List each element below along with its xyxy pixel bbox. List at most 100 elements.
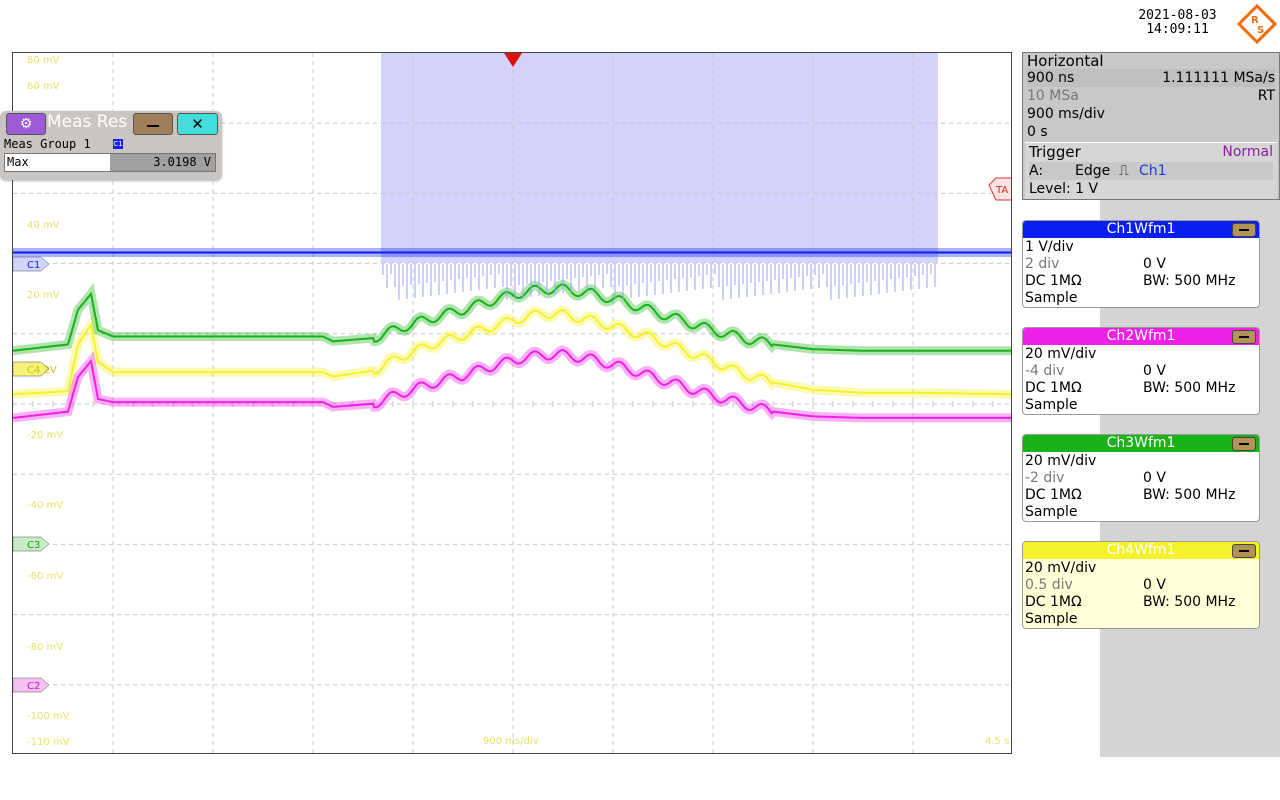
trigger-row: A: Edge ⎍ Ch1 (1029, 162, 1273, 180)
svg-text:S: S (1257, 25, 1264, 36)
ch1-coupling: DC 1MΩ (1025, 273, 1082, 289)
horizontal-mode: RT (1257, 88, 1275, 104)
horizontal-row-1: 900 ns 1.111111 MSa/s (1027, 69, 1275, 87)
ch1-title: Ch1Wfm1 (1106, 221, 1176, 237)
ch3-offset-value: 0 V (1143, 470, 1166, 486)
channel-marker-label: C4 2V (27, 365, 57, 376)
trigger-source: Ch1 (1139, 163, 1167, 179)
minimize-button[interactable] (133, 113, 173, 135)
trigger-position-marker (504, 53, 522, 67)
gate-region (381, 53, 938, 263)
trigger-type: Edge (1075, 163, 1111, 179)
meas-source-tag: C1 (113, 139, 123, 149)
channel-marker (13, 536, 50, 552)
channel-marker-label: C1 (27, 260, 40, 271)
ch1-minimize-button[interactable] (1232, 223, 1256, 237)
ch1-offset-value: 0 V (1143, 256, 1166, 272)
series-line-Ch2Wfm1 (13, 348, 1011, 419)
time-text: 14:09:11 (1146, 22, 1209, 37)
y-tick-label: -20 mV (27, 430, 63, 441)
ch2-minimize-button[interactable] (1232, 330, 1256, 344)
ch2-title-bar: Ch2Wfm1 (1023, 328, 1259, 345)
ch1-bandwidth: BW: 500 MHz (1143, 273, 1236, 289)
horizontal-position: 0 s (1027, 124, 1048, 140)
horizontal-resolution: 900 ns (1027, 70, 1075, 86)
ch4-scale: 20 mV/div (1025, 560, 1097, 576)
ch3-scale: 20 mV/div (1025, 453, 1097, 469)
trigger-level-marker (988, 177, 1011, 201)
ch1-info-box[interactable]: Ch1Wfm1 1 V/div 2 div 0 V DC 1MΩ BW: 500… (1022, 220, 1260, 308)
meas-row-name: Max (7, 155, 29, 169)
rs-logo-icon: R S (1237, 4, 1277, 44)
date-text: 2021-08-03 (1138, 8, 1217, 23)
ch4-minimize-button[interactable] (1232, 544, 1256, 558)
meas-result-panel[interactable]: ⚙ Meas Res ✕ Meas Group 1 C1 Max 3.0198 … (0, 111, 222, 180)
ch1-acq: Sample (1025, 290, 1078, 306)
y-tick-label: -80 mV (27, 642, 63, 653)
trigger-level-label: TA (995, 185, 1008, 196)
x-tick-label-center: 900 ms/div (483, 736, 539, 747)
meas-row-value: 3.0198 V (153, 155, 211, 169)
ch1-offset: 2 div (1025, 256, 1060, 272)
channel-marker-label: C3 (27, 540, 40, 551)
series-line-Ch3Wfm1 (13, 283, 1011, 352)
x-tick-label-right: 4.5 s (985, 736, 1009, 747)
ch3-acq: Sample (1025, 504, 1078, 520)
ch4-bandwidth: BW: 500 MHz (1143, 594, 1236, 610)
ch2-scale: 20 mV/div (1025, 346, 1097, 362)
ch2-bandwidth: BW: 500 MHz (1143, 380, 1236, 396)
ch2-offset: -4 div (1025, 363, 1065, 379)
trigger-level: Level: 1 V (1029, 181, 1099, 197)
ch3-title: Ch3Wfm1 (1106, 435, 1176, 451)
ch3-coupling: DC 1MΩ (1025, 487, 1082, 503)
ch4-title: Ch4Wfm1 (1106, 542, 1176, 558)
ch4-coupling: DC 1MΩ (1025, 594, 1082, 610)
ch3-bandwidth: BW: 500 MHz (1143, 487, 1236, 503)
ch3-title-bar: Ch3Wfm1 (1023, 435, 1259, 452)
ch4-title-bar: Ch4Wfm1 (1023, 542, 1259, 559)
ch3-info-box[interactable]: Ch3Wfm1 20 mV/div -2 div 0 V DC 1MΩ BW: … (1022, 434, 1260, 522)
channel-marker (13, 256, 50, 272)
ch2-offset-value: 0 V (1143, 363, 1166, 379)
waveform-svg: 80 mV 60 mV 40 mV 20 mV -20 mV -40 mV -60 mV -8… (13, 53, 1011, 753)
horizontal-time-scale: 900 ms/div (1027, 106, 1105, 122)
y-tick-label: -40 mV (27, 500, 63, 511)
ch1-scale: 1 V/div (1025, 239, 1074, 255)
ch2-title: Ch2Wfm1 (1106, 328, 1176, 344)
channel-marker (13, 677, 50, 693)
meas-group-label: Meas Group 1 (4, 137, 91, 151)
horizontal-trigger-panel[interactable]: Horizontal 900 ns 1.111111 MSa/s 10 MSa … (1022, 52, 1280, 200)
ch4-offset: 0.5 div (1025, 577, 1073, 593)
meas-row: Max 3.0198 V (4, 153, 216, 172)
ch3-offset: -2 div (1025, 470, 1065, 486)
datetime: 2021-08-03 14:09:11 (1130, 9, 1225, 37)
channel-marker (13, 361, 50, 377)
y-tick-label: 20 mV (27, 290, 60, 301)
ch2-acq: Sample (1025, 397, 1078, 413)
trigger-title: Trigger (1029, 143, 1081, 161)
y-tick-label: -60 mV (27, 571, 63, 582)
ch4-offset-value: 0 V (1143, 577, 1166, 593)
ch1-title-bar: Ch1Wfm1 (1023, 221, 1259, 238)
svg-text:R: R (1251, 15, 1259, 26)
y-tick-label: -100 mV (27, 711, 70, 722)
close-button[interactable]: ✕ (177, 113, 218, 135)
meas-row-value-box: 3.0198 V (110, 154, 215, 171)
rising-edge-icon: ⎍ (1119, 163, 1129, 179)
horizontal-sample-rate: 1.111111 MSa/s (1162, 70, 1275, 86)
series-line-Ch4Wfm1 (13, 309, 1011, 396)
y-tick-label: -110 mV (27, 737, 70, 748)
ch2-info-box[interactable]: Ch2Wfm1 20 mV/div -4 div 0 V DC 1MΩ BW: … (1022, 327, 1260, 415)
y-tick-label: 80 mV (27, 55, 60, 66)
ch3-minimize-button[interactable] (1232, 437, 1256, 451)
y-tick-label: 60 mV (27, 81, 60, 92)
ch4-acq: Sample (1025, 611, 1078, 627)
ch4-info-box[interactable]: Ch4Wfm1 20 mV/div 0.5 div 0 V DC 1MΩ BW:… (1022, 541, 1260, 629)
trigger-source-prefix: A: (1029, 163, 1044, 179)
gear-icon[interactable]: ⚙ (6, 113, 46, 135)
channel-marker-label: C2 (27, 681, 40, 692)
ch2-coupling: DC 1MΩ (1025, 380, 1082, 396)
trigger-mode: Normal (1222, 144, 1273, 160)
y-tick-label: 40 mV (27, 220, 60, 231)
trigger-section[interactable]: Trigger Normal A: Edge ⎍ Ch1 Level: 1 V (1025, 142, 1277, 199)
